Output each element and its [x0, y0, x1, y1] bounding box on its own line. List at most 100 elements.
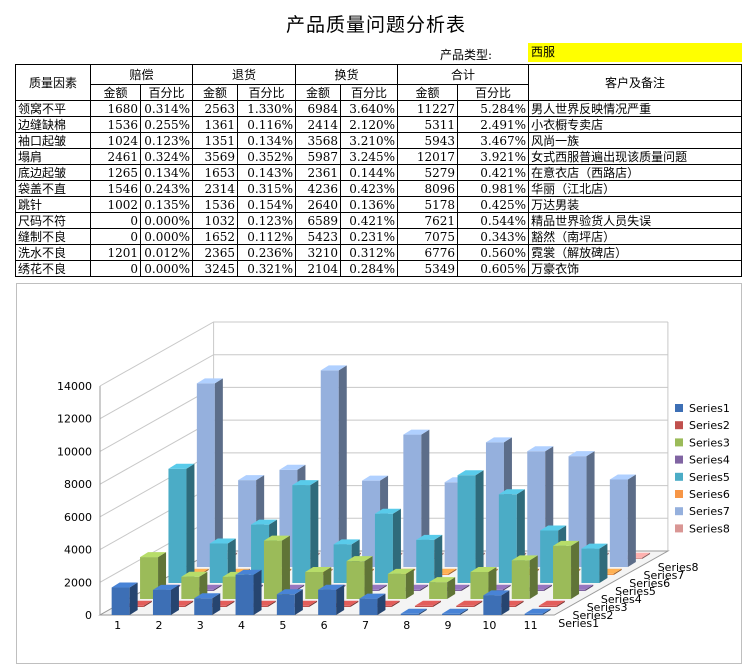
factor-cell[interactable]: 袖口起皱: [15, 132, 91, 149]
factor-cell[interactable]: 边缝缺棉: [15, 116, 91, 133]
total-amount-cell[interactable]: 8096: [397, 180, 459, 197]
total-percent-cell[interactable]: 5.284%: [457, 100, 530, 117]
product-type-value[interactable]: 西服: [528, 43, 742, 62]
return-amount-cell[interactable]: 2314: [192, 180, 239, 197]
note-cell[interactable]: 华丽（江北店）: [528, 180, 742, 197]
compensation-percent-cell[interactable]: 0.255%: [139, 116, 194, 133]
return-percent-cell[interactable]: 1.330%: [237, 100, 297, 117]
total-amount-cell[interactable]: 6776: [397, 244, 459, 261]
return-amount-cell[interactable]: 1653: [192, 164, 239, 181]
exchange-amount-cell[interactable]: 3568: [295, 132, 342, 149]
factor-cell[interactable]: 尺码不符: [15, 212, 91, 229]
total-amount-cell[interactable]: 5311: [397, 116, 459, 133]
compensation-percent-cell[interactable]: 0.012%: [139, 244, 194, 261]
total-percent-cell[interactable]: 0.425%: [457, 196, 530, 213]
compensation-percent-cell[interactable]: 0.000%: [139, 212, 194, 229]
factor-cell[interactable]: 塌肩: [15, 148, 91, 165]
return-percent-cell[interactable]: 0.236%: [237, 244, 297, 261]
compensation-percent-cell[interactable]: 0.135%: [139, 196, 194, 213]
return-amount-cell[interactable]: 1032: [192, 212, 239, 229]
exchange-amount-cell[interactable]: 2361: [295, 164, 342, 181]
total-percent-cell[interactable]: 0.343%: [457, 228, 530, 245]
return-amount-cell[interactable]: 3569: [192, 148, 239, 165]
return-percent-cell[interactable]: 0.352%: [237, 148, 297, 165]
exchange-percent-cell[interactable]: 3.640%: [340, 100, 399, 117]
total-percent-cell[interactable]: 2.491%: [457, 116, 530, 133]
total-amount-cell[interactable]: 11227: [397, 100, 459, 117]
note-cell[interactable]: 男人世界反映情况严重: [528, 100, 742, 117]
note-cell[interactable]: 精品世界验货人员失误: [528, 212, 742, 229]
note-cell[interactable]: 小衣橱专卖店: [528, 116, 742, 133]
exchange-percent-cell[interactable]: 3.245%: [340, 148, 399, 165]
exchange-percent-cell[interactable]: 0.136%: [340, 196, 399, 213]
factor-cell[interactable]: 绣花不良: [15, 260, 91, 277]
exchange-percent-cell[interactable]: 3.210%: [340, 132, 399, 149]
exchange-amount-cell[interactable]: 4236: [295, 180, 342, 197]
return-percent-cell[interactable]: 0.116%: [237, 116, 297, 133]
compensation-amount-cell[interactable]: 1546: [90, 180, 141, 197]
compensation-amount-cell[interactable]: 1536: [90, 116, 141, 133]
compensation-percent-cell[interactable]: 0.324%: [139, 148, 194, 165]
total-percent-cell[interactable]: 3.921%: [457, 148, 530, 165]
total-amount-cell[interactable]: 7621: [397, 212, 459, 229]
exchange-percent-cell[interactable]: 2.120%: [340, 116, 399, 133]
note-cell[interactable]: 霓裳（解放碑店）: [528, 244, 742, 261]
exchange-amount-cell[interactable]: 2104: [295, 260, 342, 277]
total-amount-cell[interactable]: 7075: [397, 228, 459, 245]
total-amount-cell[interactable]: 12017: [397, 148, 459, 165]
note-cell[interactable]: 风尚一族: [528, 132, 742, 149]
return-percent-cell[interactable]: 0.112%: [237, 228, 297, 245]
total-percent-cell[interactable]: 0.560%: [457, 244, 530, 261]
exchange-percent-cell[interactable]: 0.144%: [340, 164, 399, 181]
compensation-amount-cell[interactable]: 1201: [90, 244, 141, 261]
return-amount-cell[interactable]: 1361: [192, 116, 239, 133]
return-amount-cell[interactable]: 1652: [192, 228, 239, 245]
exchange-percent-cell[interactable]: 0.312%: [340, 244, 399, 261]
return-amount-cell[interactable]: 1351: [192, 132, 239, 149]
compensation-percent-cell[interactable]: 0.314%: [139, 100, 194, 117]
exchange-amount-cell[interactable]: 5987: [295, 148, 342, 165]
exchange-percent-cell[interactable]: 0.284%: [340, 260, 399, 277]
compensation-percent-cell[interactable]: 0.134%: [139, 164, 194, 181]
total-percent-cell[interactable]: 0.981%: [457, 180, 530, 197]
factor-cell[interactable]: 袋盖不直: [15, 180, 91, 197]
return-percent-cell[interactable]: 0.123%: [237, 212, 297, 229]
exchange-percent-cell[interactable]: 0.421%: [340, 212, 399, 229]
compensation-amount-cell[interactable]: 1024: [90, 132, 141, 149]
return-amount-cell[interactable]: 2563: [192, 100, 239, 117]
exchange-amount-cell[interactable]: 6984: [295, 100, 342, 117]
compensation-amount-cell[interactable]: 0: [90, 260, 141, 277]
compensation-amount-cell[interactable]: 1002: [90, 196, 141, 213]
note-cell[interactable]: 万豪衣饰: [528, 260, 742, 277]
compensation-amount-cell[interactable]: 0: [90, 212, 141, 229]
factor-cell[interactable]: 领窝不平: [15, 100, 91, 117]
exchange-amount-cell[interactable]: 2640: [295, 196, 342, 213]
note-cell[interactable]: 万达男装: [528, 196, 742, 213]
total-amount-cell[interactable]: 5349: [397, 260, 459, 277]
factor-cell[interactable]: 洗水不良: [15, 244, 91, 261]
total-percent-cell[interactable]: 0.421%: [457, 164, 530, 181]
note-cell[interactable]: 豁然（南坪店）: [528, 228, 742, 245]
return-percent-cell[interactable]: 0.134%: [237, 132, 297, 149]
return-amount-cell[interactable]: 1536: [192, 196, 239, 213]
return-percent-cell[interactable]: 0.154%: [237, 196, 297, 213]
exchange-percent-cell[interactable]: 0.423%: [340, 180, 399, 197]
compensation-percent-cell[interactable]: 0.000%: [139, 228, 194, 245]
factor-cell[interactable]: 跳针: [15, 196, 91, 213]
return-percent-cell[interactable]: 0.143%: [237, 164, 297, 181]
exchange-amount-cell[interactable]: 5423: [295, 228, 342, 245]
exchange-amount-cell[interactable]: 3210: [295, 244, 342, 261]
factor-cell[interactable]: 底边起皱: [15, 164, 91, 181]
return-amount-cell[interactable]: 3245: [192, 260, 239, 277]
compensation-percent-cell[interactable]: 0.000%: [139, 260, 194, 277]
compensation-amount-cell[interactable]: 1680: [90, 100, 141, 117]
factor-cell[interactable]: 缝制不良: [15, 228, 91, 245]
note-cell[interactable]: 在意衣店（西路店）: [528, 164, 742, 181]
return-percent-cell[interactable]: 0.321%: [237, 260, 297, 277]
compensation-percent-cell[interactable]: 0.243%: [139, 180, 194, 197]
total-amount-cell[interactable]: 5178: [397, 196, 459, 213]
note-cell[interactable]: 女式西服普遍出现该质量问题: [528, 148, 742, 165]
compensation-percent-cell[interactable]: 0.123%: [139, 132, 194, 149]
exchange-percent-cell[interactable]: 0.231%: [340, 228, 399, 245]
total-amount-cell[interactable]: 5279: [397, 164, 459, 181]
